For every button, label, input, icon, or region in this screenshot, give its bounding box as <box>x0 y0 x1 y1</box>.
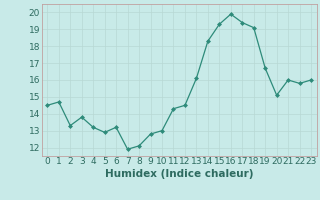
X-axis label: Humidex (Indice chaleur): Humidex (Indice chaleur) <box>105 169 253 179</box>
